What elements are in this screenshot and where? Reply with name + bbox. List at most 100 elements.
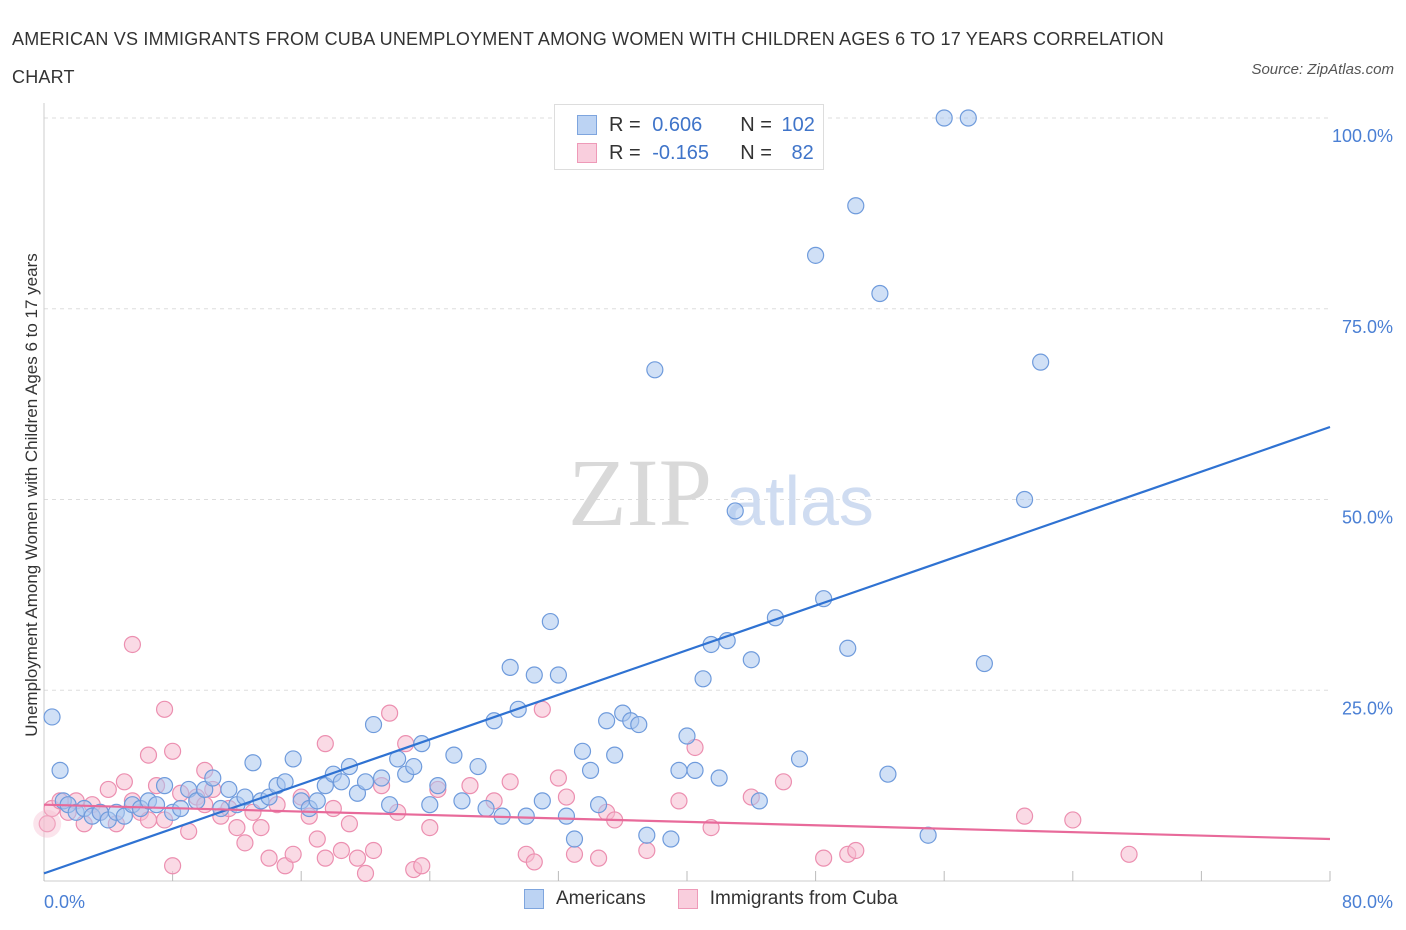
americans-point: [726, 502, 744, 520]
cuba-point: [115, 773, 133, 791]
americans-point: [147, 796, 166, 814]
cuba-point: [164, 742, 182, 760]
americans-point: [1032, 353, 1050, 371]
y-tick-label: 75.0%: [1342, 317, 1393, 337]
americans-point: [975, 654, 993, 673]
americans-point: [308, 792, 326, 810]
x-tick-label: 80.0%: [1342, 892, 1393, 912]
cuba-point: [139, 746, 158, 764]
americans-point: [525, 666, 543, 684]
americans-point: [678, 727, 696, 745]
cuba-point: [557, 788, 576, 806]
americans-point: [806, 246, 825, 264]
cuba-point: [340, 815, 359, 833]
n-value: 102: [781, 113, 815, 136]
cuba-point: [549, 769, 568, 787]
legend-item-americans: Americans: [524, 888, 646, 910]
americans-point: [533, 792, 551, 810]
americans-point: [501, 658, 519, 676]
cuba-point: [348, 849, 367, 867]
americans-point: [469, 757, 487, 776]
cuba-point: [565, 845, 584, 863]
americans-point: [839, 639, 857, 657]
cuba-point: [381, 704, 399, 722]
cuba-point: [670, 792, 688, 810]
series-americans-points: [43, 109, 1050, 848]
americans-point: [815, 590, 833, 608]
cuba-swatch: [577, 143, 597, 163]
r-value: 0.606: [652, 113, 703, 136]
americans-point: [517, 807, 535, 825]
legend-row-cuba: R = -0.165 N = 82: [577, 141, 814, 165]
americans-point: [51, 761, 69, 779]
n-label: N =: [740, 113, 772, 136]
americans-point: [364, 715, 383, 734]
cuba-point: [324, 799, 342, 818]
americans-point: [557, 807, 576, 825]
americans-point: [935, 109, 953, 127]
americans-point: [598, 712, 616, 730]
y-tick-label: 25.0%: [1342, 698, 1393, 718]
cuba-point: [364, 841, 383, 860]
americans-point: [244, 754, 262, 772]
americans-trend-line: [43, 425, 1331, 875]
cuba-point: [847, 841, 865, 860]
cuba-point: [332, 841, 350, 860]
americans-point: [686, 761, 704, 779]
americans-point: [413, 735, 431, 753]
americans-point: [710, 769, 728, 787]
cuba-point: [1120, 845, 1138, 863]
trend-lines: [43, 425, 1331, 875]
americans-point: [405, 757, 423, 776]
americans-swatch: [577, 115, 597, 135]
series-legend: Americans Immigrants from Cuba: [524, 888, 930, 910]
cuba-point: [356, 864, 375, 882]
r-value: -0.165: [652, 141, 709, 164]
americans-point: [332, 773, 350, 791]
americans-point: [477, 799, 495, 818]
americans-point: [220, 780, 238, 799]
series-cuba-points: [33, 635, 1138, 882]
americans-point: [356, 773, 375, 791]
americans-point: [421, 796, 439, 814]
watermark-atlas: atlas: [726, 462, 874, 540]
americans-point: [742, 651, 760, 669]
americans-point: [847, 197, 865, 215]
tick-labels: 25.0% 50.0% 75.0% 100.0% 0.0% 80.0%: [44, 126, 1393, 912]
n-value: 82: [791, 141, 814, 164]
americans-point: [790, 750, 809, 768]
americans-point: [750, 792, 768, 810]
cuba-point: [815, 849, 833, 867]
chart-title: AMERICAN VS IMMIGRANTS FROM CUBA UNEMPLO…: [12, 29, 1164, 87]
watermark-zip: ZIP: [568, 439, 712, 546]
cuba-point: [421, 818, 439, 837]
americans-point: [670, 761, 688, 779]
cuba-point: [99, 780, 117, 799]
cuba-point: [316, 735, 334, 753]
y-tick-label: 50.0%: [1342, 508, 1393, 528]
americans-point: [919, 826, 937, 844]
y-axis-label: Unemployment Among Women with Children A…: [22, 253, 41, 737]
cuba-point: [252, 818, 270, 837]
cuba-swatch: [677, 889, 698, 909]
cuba-label: Immigrants from Cuba: [709, 888, 898, 909]
americans-point: [646, 361, 664, 379]
cuba-point: [461, 777, 479, 795]
cuba-point: [164, 857, 182, 875]
americans-point: [445, 746, 463, 764]
cuba-point: [1064, 811, 1082, 829]
cuba-point: [774, 773, 793, 791]
americans-point: [381, 796, 399, 814]
cuba-point: [236, 834, 254, 852]
cuba-point: [1015, 807, 1034, 825]
americans-point: [541, 612, 559, 631]
cuba-point: [155, 700, 174, 718]
americans-point: [549, 666, 568, 684]
americans-point: [565, 830, 584, 848]
cuba-trend-line: [43, 803, 1331, 841]
axes: [43, 103, 1331, 882]
americans-point: [43, 708, 61, 726]
americans-point: [589, 796, 608, 814]
cuba-point: [260, 849, 278, 867]
americans-point: [429, 777, 447, 795]
